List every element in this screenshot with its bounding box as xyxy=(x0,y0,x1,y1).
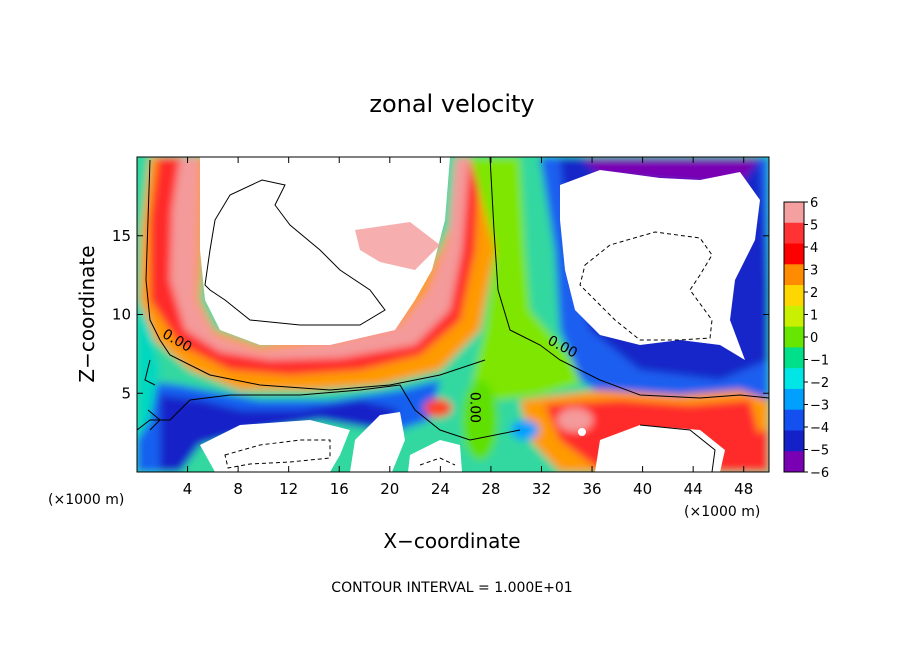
x-unit-right: (×1000 m) xyxy=(684,504,760,520)
x-axis: 4 8 12 16 20 24 28 32 36 40 44 48 xyxy=(183,157,753,498)
x-tick-label: 32 xyxy=(532,480,551,498)
chart-title: zonal velocity xyxy=(369,90,534,118)
colorbar-label: −2 xyxy=(810,376,829,391)
x-tick-label: 48 xyxy=(734,480,753,498)
x-tick-label: 36 xyxy=(582,480,601,498)
colorbar-swatch xyxy=(784,430,804,452)
colorbar-swatch xyxy=(784,305,804,328)
colorbar-label: 2 xyxy=(810,286,818,301)
colorbar-swatch xyxy=(784,202,804,224)
colorbar-label: 5 xyxy=(810,219,818,234)
colorbar: 6 5 4 3 2 1 0 −1 −2 −3 −4 −5 −6 xyxy=(783,196,829,481)
colorbar-label: 6 xyxy=(810,196,818,211)
x-tick-label: 4 xyxy=(183,480,193,498)
y-tick-label: 5 xyxy=(121,384,131,402)
y-tick-label: 10 xyxy=(112,306,131,324)
x-tick-label: 16 xyxy=(330,480,349,498)
x-tick-label: 28 xyxy=(481,480,500,498)
colorbar-label: 4 xyxy=(810,241,818,256)
contour-interval-note: CONTOUR INTERVAL = 1.000E+01 xyxy=(331,580,572,596)
colorbar-swatch xyxy=(784,368,804,390)
colorbar-label: −4 xyxy=(810,421,829,436)
y-axis-label: Z−coordinate xyxy=(75,245,99,382)
colorbar-swatch xyxy=(784,243,804,265)
y-tick-label: 15 xyxy=(112,227,131,245)
colorbar-swatch xyxy=(784,409,804,431)
x-tick-label: 12 xyxy=(279,480,298,498)
contour-lines xyxy=(137,157,769,472)
colorbar-swatch xyxy=(784,326,804,348)
x-tick-label: 24 xyxy=(431,480,450,498)
x-tick-label: 40 xyxy=(633,480,652,498)
colorbar-label: −6 xyxy=(810,466,829,481)
colorbar-label: −5 xyxy=(810,444,829,459)
colorbar-swatch xyxy=(784,264,804,286)
colorbar-label: 1 xyxy=(810,309,818,324)
x-axis-label: X−coordinate xyxy=(383,529,520,553)
colorbar-swatch xyxy=(784,222,804,245)
colorbar-label: 0 xyxy=(810,331,818,346)
x-tick-label: 44 xyxy=(684,480,703,498)
y-axis: 5 10 15 xyxy=(112,227,769,402)
colorbar-swatch xyxy=(784,285,804,307)
velocity-field: 0.00 0.000.00 xyxy=(137,157,769,472)
colorbar-swatch xyxy=(784,451,804,473)
colorbar-label: −3 xyxy=(810,399,829,414)
colorbar-label: −1 xyxy=(810,354,829,369)
dashed-contours xyxy=(224,231,713,469)
colorbar-swatch xyxy=(784,347,804,369)
colorbar-label: 3 xyxy=(810,264,818,279)
x-unit-left: (×1000 m) xyxy=(48,492,124,508)
colorbar-swatch xyxy=(784,388,804,411)
x-tick-label: 8 xyxy=(233,480,243,498)
contour-label: 0.00 xyxy=(467,392,483,423)
x-tick-label: 20 xyxy=(380,480,399,498)
